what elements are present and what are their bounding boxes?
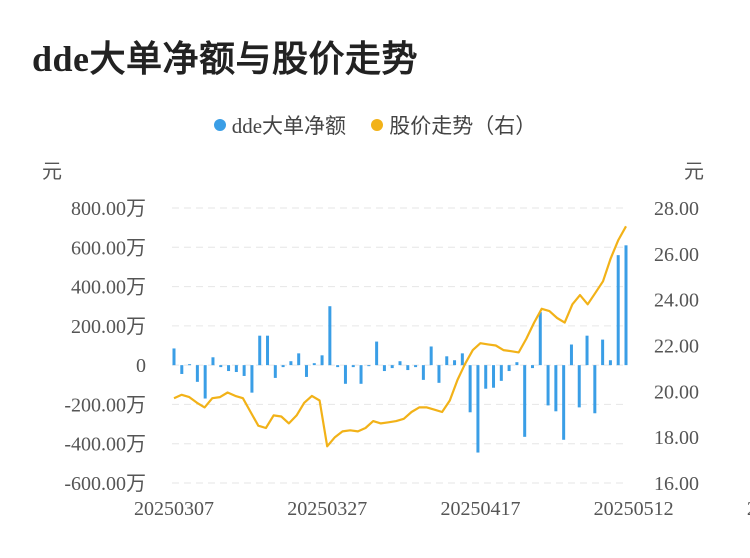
legend-label-dde: dde大单净额 bbox=[231, 114, 347, 138]
dde-bar bbox=[593, 365, 597, 414]
right-tick-label: 18.00 bbox=[654, 427, 699, 449]
dde-bar bbox=[188, 364, 192, 366]
dde-bar bbox=[530, 365, 534, 369]
legend-dot-dde bbox=[213, 119, 226, 131]
dde-bar bbox=[460, 353, 464, 366]
left-tick-label: 200.00万 bbox=[71, 316, 146, 338]
left-tick-label: 0 bbox=[136, 355, 146, 377]
dde-bar bbox=[616, 255, 620, 366]
dde-bar bbox=[382, 365, 386, 372]
dde-bar bbox=[273, 365, 277, 378]
right-tick-label: 24.00 bbox=[654, 290, 699, 312]
dde-bar bbox=[351, 365, 355, 368]
dde-bar bbox=[250, 365, 254, 393]
left-tick-label: -400.00万 bbox=[64, 434, 146, 456]
dde-bar bbox=[234, 365, 238, 373]
x-tick-label: 20250512 bbox=[594, 498, 674, 520]
dde-bar bbox=[453, 360, 457, 366]
right-tick-label: 22.00 bbox=[654, 336, 699, 358]
dde-bar bbox=[507, 365, 511, 372]
dde-bar bbox=[601, 339, 605, 366]
dde-bar bbox=[421, 365, 425, 380]
x-tick-label: 20250327 bbox=[287, 498, 367, 520]
dde-bar bbox=[390, 365, 394, 369]
dde-bar bbox=[492, 365, 496, 388]
dde-bar bbox=[429, 346, 433, 366]
dde-bar bbox=[320, 355, 324, 366]
dde-bar bbox=[608, 360, 612, 366]
chart-legend: dde大单净额 股价走势（右） bbox=[0, 110, 750, 140]
dde-bar bbox=[328, 306, 332, 366]
dde-bar bbox=[289, 361, 293, 366]
dde-bar bbox=[569, 344, 573, 366]
dde-bar bbox=[585, 335, 589, 366]
dde-bar bbox=[554, 365, 558, 412]
dde-bar bbox=[297, 353, 301, 366]
dde-bar bbox=[242, 365, 246, 376]
dde-bar bbox=[211, 357, 215, 366]
axes: 800.00万 600.00万 400.00万 200.00万 0 -200.00万 -40… bbox=[42, 161, 750, 520]
left-tick-label: 600.00万 bbox=[71, 237, 146, 259]
dde-bar bbox=[406, 365, 410, 371]
left-tick-label: 800.00万 bbox=[71, 198, 146, 220]
dde-bar bbox=[468, 365, 472, 413]
left-tick-label: -200.00万 bbox=[64, 394, 146, 416]
line-series bbox=[173, 225, 627, 448]
bar-series bbox=[172, 245, 628, 453]
dde-bar bbox=[414, 365, 418, 368]
dde-bar bbox=[304, 365, 308, 377]
right-tick-label: 20.00 bbox=[654, 381, 699, 403]
dde-bar bbox=[624, 245, 628, 366]
dde-bar bbox=[367, 365, 371, 367]
right-tick-label: 28.00 bbox=[654, 198, 699, 220]
dde-bar bbox=[359, 365, 363, 384]
left-axis-unit: 元 bbox=[42, 161, 62, 183]
dde-bar bbox=[258, 335, 262, 366]
dde-bar bbox=[577, 365, 581, 408]
dde-bar bbox=[499, 365, 503, 381]
price-line bbox=[173, 225, 627, 448]
dde-bar bbox=[312, 363, 316, 366]
x-tick-label: 20250530 bbox=[747, 498, 750, 520]
legend-dot-price bbox=[371, 119, 384, 131]
chart-title: dde大单净额与股价走势 bbox=[32, 39, 419, 79]
dde-bar bbox=[281, 365, 285, 368]
x-tick-label: 20250307 bbox=[134, 498, 214, 520]
dde-bar bbox=[546, 365, 550, 406]
right-tick-label: 26.00 bbox=[654, 244, 699, 266]
dde-bar bbox=[398, 361, 402, 366]
dde-bar bbox=[195, 365, 199, 382]
dde-bar bbox=[476, 365, 480, 453]
dde-bar bbox=[203, 365, 207, 399]
legend-item-price[interactable]: 股价走势（右） bbox=[371, 110, 536, 140]
dde-bar bbox=[445, 356, 449, 366]
left-tick-label: 400.00万 bbox=[71, 277, 146, 299]
dde-bar bbox=[180, 365, 184, 374]
right-tick-label: 16.00 bbox=[654, 473, 699, 495]
dde-bar bbox=[266, 335, 270, 366]
legend-item-dde[interactable]: dde大单净额 bbox=[213, 110, 347, 140]
dde-bar bbox=[375, 341, 379, 366]
right-axis-unit: 元 bbox=[684, 161, 704, 183]
dde-bar bbox=[336, 365, 340, 368]
dde-bar bbox=[562, 365, 566, 440]
grid-lines bbox=[172, 207, 628, 484]
dde-bar bbox=[343, 365, 347, 384]
dde-bar bbox=[484, 365, 488, 389]
dde-bar bbox=[538, 312, 542, 366]
x-tick-label: 20250417 bbox=[440, 498, 520, 520]
dde-bar bbox=[172, 348, 176, 366]
left-tick-label: -600.00万 bbox=[64, 473, 146, 495]
dde-bar bbox=[523, 365, 527, 437]
dde-bar bbox=[227, 365, 231, 372]
dde-bar bbox=[437, 365, 441, 383]
legend-label-price: 股价走势（右） bbox=[389, 114, 537, 138]
dde-bar bbox=[515, 362, 519, 366]
dde-bar bbox=[219, 365, 223, 368]
